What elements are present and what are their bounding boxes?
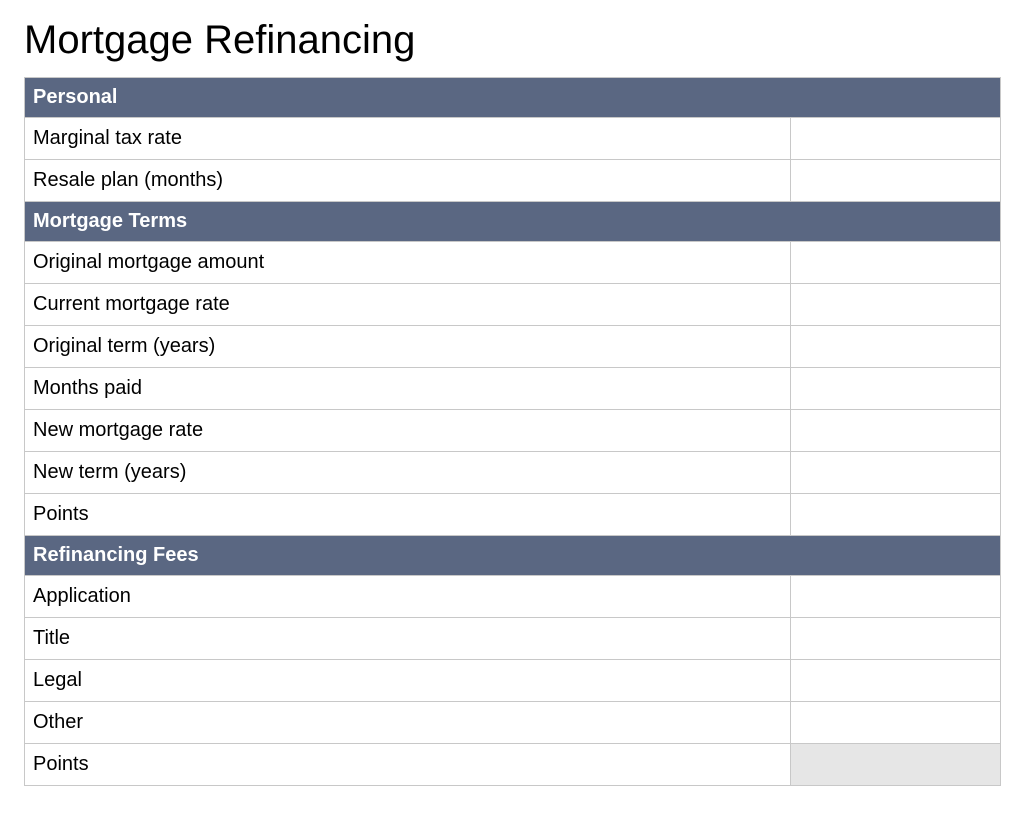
row-value[interactable] <box>791 452 1001 494</box>
table-row: Application <box>25 576 1001 618</box>
section-header-personal: Personal <box>25 78 1001 118</box>
table-row: Legal <box>25 660 1001 702</box>
table-row: Original mortgage amount <box>25 242 1001 284</box>
row-label: Resale plan (months) <box>25 160 791 202</box>
row-value[interactable] <box>791 494 1001 536</box>
row-value[interactable] <box>791 160 1001 202</box>
row-label: Current mortgage rate <box>25 284 791 326</box>
section-header-label: Mortgage Terms <box>25 202 1001 242</box>
section-header-label: Personal <box>25 78 1001 118</box>
row-label: Marginal tax rate <box>25 118 791 160</box>
table-row: Title <box>25 618 1001 660</box>
row-label: New term (years) <box>25 452 791 494</box>
table-row: New term (years) <box>25 452 1001 494</box>
table-row: Original term (years) <box>25 326 1001 368</box>
row-value[interactable] <box>791 576 1001 618</box>
table-row: Months paid <box>25 368 1001 410</box>
row-label: Application <box>25 576 791 618</box>
table-row: Points <box>25 494 1001 536</box>
row-label: Points <box>25 494 791 536</box>
table-row: Points <box>25 744 1001 786</box>
row-value[interactable] <box>791 702 1001 744</box>
row-label: New mortgage rate <box>25 410 791 452</box>
table-row: Marginal tax rate <box>25 118 1001 160</box>
row-value[interactable] <box>791 410 1001 452</box>
table-row: New mortgage rate <box>25 410 1001 452</box>
section-header-label: Refinancing Fees <box>25 536 1001 576</box>
page-title: Mortgage Refinancing <box>24 18 1002 63</box>
table-row: Other <box>25 702 1001 744</box>
row-value[interactable] <box>791 744 1001 786</box>
row-label: Months paid <box>25 368 791 410</box>
row-label: Points <box>25 744 791 786</box>
section-header-mortgage-terms: Mortgage Terms <box>25 202 1001 242</box>
row-label: Original mortgage amount <box>25 242 791 284</box>
refinancing-table: Personal Marginal tax rate Resale plan (… <box>24 77 1001 786</box>
row-label: Other <box>25 702 791 744</box>
row-label: Legal <box>25 660 791 702</box>
row-label: Original term (years) <box>25 326 791 368</box>
row-label: Title <box>25 618 791 660</box>
row-value[interactable] <box>791 118 1001 160</box>
row-value[interactable] <box>791 618 1001 660</box>
row-value[interactable] <box>791 242 1001 284</box>
page: Mortgage Refinancing Personal Marginal t… <box>0 0 1018 786</box>
table-row: Resale plan (months) <box>25 160 1001 202</box>
row-value[interactable] <box>791 660 1001 702</box>
row-value[interactable] <box>791 326 1001 368</box>
table-row: Current mortgage rate <box>25 284 1001 326</box>
section-header-refinancing-fees: Refinancing Fees <box>25 536 1001 576</box>
row-value[interactable] <box>791 284 1001 326</box>
row-value[interactable] <box>791 368 1001 410</box>
